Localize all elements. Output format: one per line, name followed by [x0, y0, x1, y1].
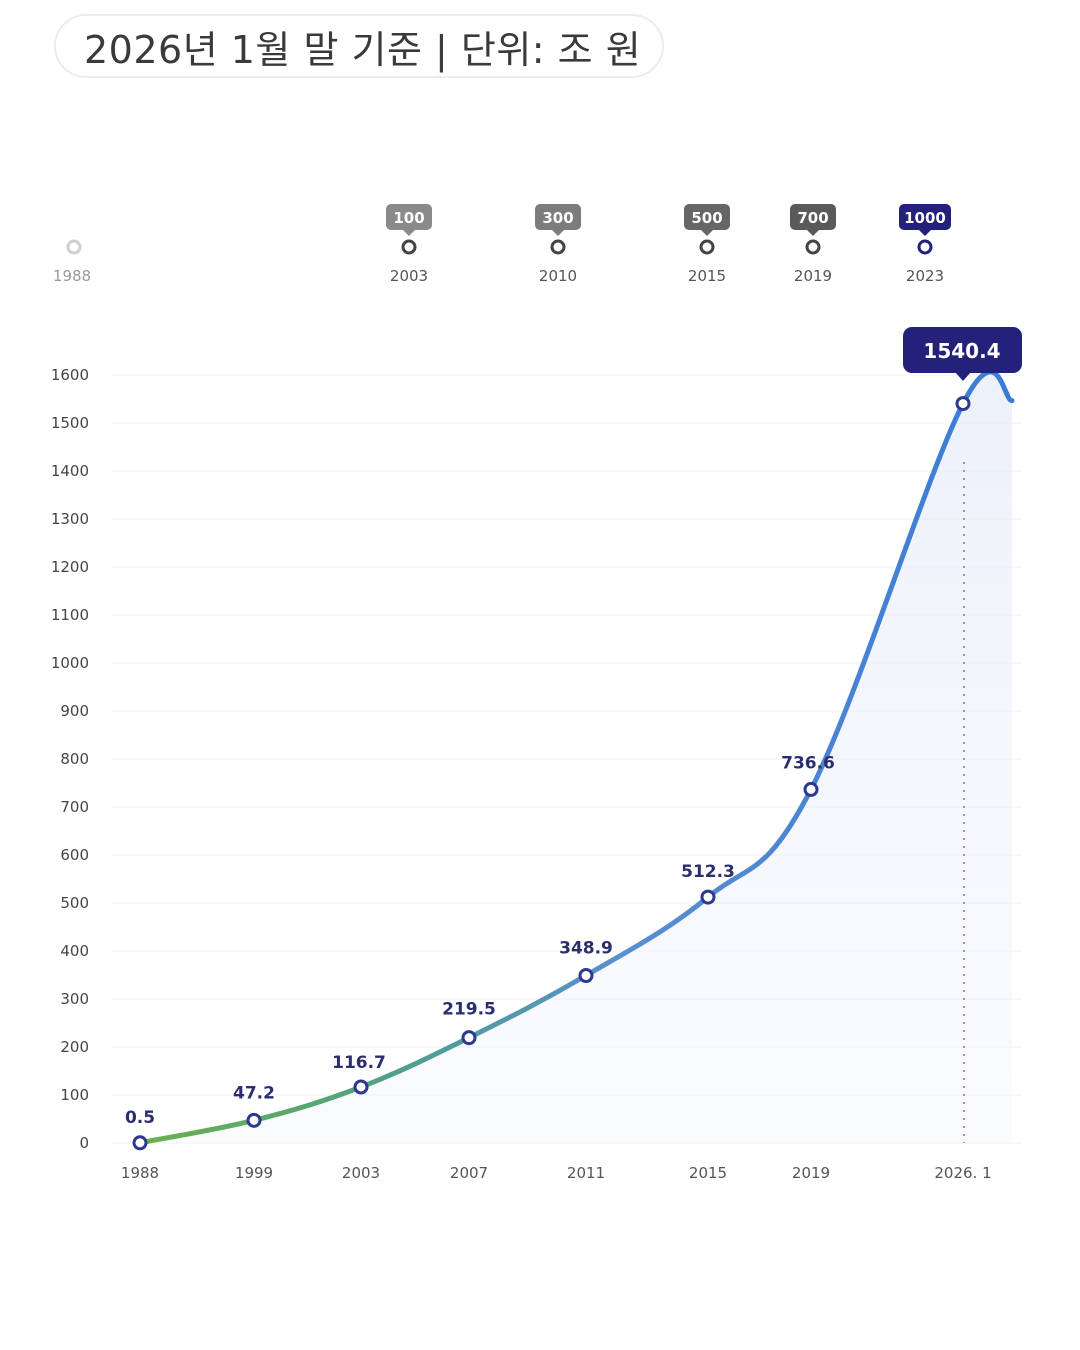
x-tick-label: 2019 [792, 1164, 830, 1182]
milestone-badge-pointer [701, 230, 713, 236]
highlight-callout [903, 327, 1022, 373]
highlight-value: 1540.4 [923, 339, 1000, 363]
timeline-start-year: 1988 [53, 267, 91, 285]
x-tick-label: 2015 [689, 1164, 727, 1182]
milestone-year: 2003 [390, 267, 428, 285]
milestone-badge-pointer [919, 230, 931, 236]
milestone-marker [699, 239, 715, 255]
y-tick-label: 1000 [51, 654, 89, 672]
milestone-marker [917, 239, 933, 255]
milestone-badge [386, 204, 432, 230]
area-fill [140, 371, 1012, 1143]
y-tick-label: 1100 [51, 606, 89, 624]
milestone-badge [684, 204, 730, 230]
y-tick-label: 800 [60, 750, 89, 768]
x-tick-label: 1999 [235, 1164, 273, 1182]
milestone-year: 2015 [688, 267, 726, 285]
unit-note: 2026년 1월 말 기준 | 단위: 조 원 [54, 14, 664, 78]
timeline-start-marker [66, 239, 82, 255]
y-tick-label: 700 [60, 798, 89, 816]
data-point [132, 1135, 148, 1151]
milestone-badge [899, 204, 951, 230]
milestone-value: 700 [797, 209, 828, 227]
data-point [803, 781, 819, 797]
y-tick-label: 400 [60, 942, 89, 960]
y-tick-label: 1400 [51, 462, 89, 480]
milestone-marker [401, 239, 417, 255]
milestone-value: 100 [393, 209, 424, 227]
data-label: 348.9 [559, 939, 613, 959]
data-label: 0.5 [125, 1108, 155, 1128]
y-tick-label: 1500 [51, 414, 89, 432]
milestone-marker [805, 239, 821, 255]
milestone-value: 500 [691, 209, 722, 227]
x-tick-label: 2003 [342, 1164, 380, 1182]
y-tick-label: 1200 [51, 558, 89, 576]
milestone-badge [790, 204, 836, 230]
y-tick-label: 900 [60, 702, 89, 720]
data-label: 47.2 [233, 1083, 275, 1103]
y-tick-label: 300 [60, 990, 89, 1008]
milestone-year: 2023 [906, 267, 944, 285]
milestone-badge-pointer [403, 230, 415, 236]
milestone-value: 300 [542, 209, 573, 227]
y-tick-label: 1600 [51, 366, 89, 384]
data-label: 116.7 [332, 1053, 386, 1073]
milestone-year: 2019 [794, 267, 832, 285]
data-label: 736.6 [781, 753, 835, 773]
milestone-badge [535, 204, 581, 230]
y-tick-label: 500 [60, 894, 89, 912]
series-line [137, 369, 1015, 1146]
milestone-timeline: 1988 100 2003 300 2010 500 2015 700 2019 1000 2023 [53, 204, 1012, 285]
data-point [955, 396, 971, 412]
milestone-badge-pointer [807, 230, 819, 236]
milestone-marker [550, 239, 566, 255]
y-tick-label: 100 [60, 1086, 89, 1104]
x-tick-label: 2011 [567, 1164, 605, 1182]
data-point [461, 1030, 477, 1046]
data-label: 512.3 [681, 862, 735, 882]
y-tick-label: 1300 [51, 510, 89, 528]
milestone-year: 2010 [539, 267, 577, 285]
milestone-value: 1000 [904, 209, 946, 227]
milestone-badge-pointer [552, 230, 564, 236]
data-point [578, 968, 594, 984]
y-tick-label: 0 [79, 1134, 89, 1152]
x-tick-label: 2007 [450, 1164, 488, 1182]
data-label: 219.5 [442, 1000, 496, 1020]
x-tick-label: 1988 [121, 1164, 159, 1182]
y-tick-label: 600 [60, 846, 89, 864]
y-tick-label: 200 [60, 1038, 89, 1056]
x-tick-label: 2026. 1 [934, 1164, 991, 1182]
highlight-callout-pointer [955, 372, 971, 381]
data-point [700, 889, 716, 905]
data-point [353, 1079, 369, 1095]
data-point [246, 1112, 262, 1128]
